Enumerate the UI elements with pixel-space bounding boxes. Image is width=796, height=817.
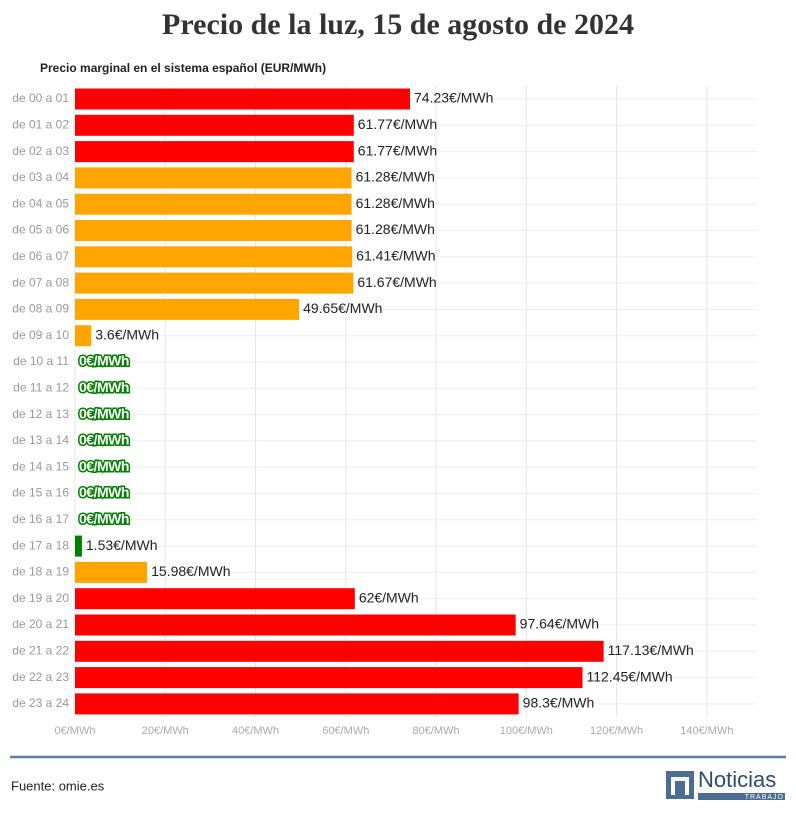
y-tick-label: de 07 a 08 [12, 275, 69, 289]
y-tick-label: de 15 a 16 [12, 486, 69, 500]
logo-name: Noticias [698, 767, 776, 792]
value-label: 61.77€/MWh [358, 116, 437, 132]
x-tick-label: 80€/MWh [413, 725, 460, 737]
value-label: 61.28€/MWh [356, 169, 435, 185]
x-tick-label: 0€/MWh [55, 725, 96, 737]
y-tick-label: de 02 a 03 [12, 144, 69, 158]
logo-icon [671, 777, 689, 795]
y-tick-label: de 05 a 06 [12, 223, 69, 237]
y-tick-label: de 06 a 07 [12, 249, 69, 263]
bar [75, 588, 355, 610]
y-tick-label: de 01 a 02 [12, 117, 69, 131]
value-label: 61.28€/MWh [356, 195, 435, 211]
bar [75, 246, 353, 268]
value-label: 97.64€/MWh [520, 616, 599, 632]
y-tick-label: de 14 a 15 [12, 459, 69, 473]
y-tick-label: de 10 a 11 [13, 354, 69, 368]
y-tick-label: de 19 a 20 [12, 591, 69, 605]
y-tick-label: de 09 a 10 [12, 328, 69, 342]
bar [75, 535, 82, 557]
value-label: 0€/MWh [79, 432, 129, 448]
value-label: 0€/MWh [79, 353, 129, 369]
value-label: 61.41€/MWh [356, 248, 435, 264]
bar [75, 193, 352, 215]
y-tick-label: de 18 a 19 [12, 565, 69, 579]
value-label: 49.65€/MWh [303, 300, 382, 316]
x-tick-label: 140€/MWh [680, 725, 733, 737]
bar [75, 220, 352, 241]
value-label: 0€/MWh [79, 379, 129, 395]
y-tick-label: de 17 a 18 [12, 538, 69, 552]
bar [75, 325, 92, 347]
bar [75, 693, 519, 715]
bar [75, 667, 583, 689]
value-label: 117.13€/MWh [608, 642, 694, 658]
x-tick-label: 100€/MWh [500, 725, 553, 737]
bar [75, 167, 352, 189]
y-tick-label: de 03 a 04 [12, 170, 69, 184]
bar [75, 141, 354, 163]
value-label: 98.3€/MWh [523, 695, 595, 711]
bar [75, 272, 354, 294]
x-tick-label: 20€/MWh [142, 725, 189, 737]
y-tick-label: de 23 a 24 [12, 696, 69, 710]
x-tick-label: 60€/MWh [322, 725, 369, 737]
x-tick-label: 120€/MWh [590, 725, 643, 737]
y-tick-label: de 20 a 21 [12, 617, 69, 631]
bar [75, 614, 516, 636]
y-tick-label: de 13 a 14 [12, 433, 69, 447]
value-label: 61.77€/MWh [358, 142, 437, 158]
y-tick-label: de 00 a 01 [12, 91, 69, 105]
y-tick-label: de 16 a 17 [12, 512, 69, 526]
value-label: 0€/MWh [79, 484, 129, 500]
bar [75, 561, 148, 583]
chart-subtitle: Precio marginal en el sistema español (E… [40, 61, 326, 75]
y-tick-label: de 11 a 12 [13, 380, 69, 394]
value-label: 112.45€/MWh [587, 668, 673, 684]
chart-title: Precio de la luz, 15 de agosto de 2024 [162, 8, 634, 41]
value-label: 1.53€/MWh [86, 537, 158, 553]
value-label: 61.67€/MWh [357, 274, 436, 290]
value-label: 0€/MWh [79, 405, 129, 421]
value-label: 62€/MWh [359, 589, 419, 605]
y-tick-label: de 21 a 22 [12, 643, 69, 657]
value-label: 15.98€/MWh [151, 563, 230, 579]
value-label: 74.23€/MWh [414, 90, 493, 106]
bar [75, 640, 604, 662]
value-label: 61.28€/MWh [356, 221, 435, 237]
logo-tagline: TRABAJO [745, 794, 784, 801]
y-tick-label: de 08 a 09 [12, 302, 69, 316]
bar [75, 88, 411, 110]
bar [75, 298, 300, 320]
value-label: 0€/MWh [79, 458, 129, 474]
y-tick-label: de 12 a 13 [12, 407, 69, 421]
logo-box [666, 771, 694, 799]
value-label: 0€/MWh [79, 511, 129, 527]
value-label: 3.6€/MWh [95, 326, 159, 342]
bar [75, 114, 354, 136]
y-tick-label: de 22 a 23 [12, 670, 69, 684]
source: Fuente: omie.es [11, 778, 105, 793]
x-tick-label: 40€/MWh [232, 725, 279, 737]
logo-bar [698, 793, 785, 800]
y-tick-label: de 04 a 05 [12, 196, 69, 210]
